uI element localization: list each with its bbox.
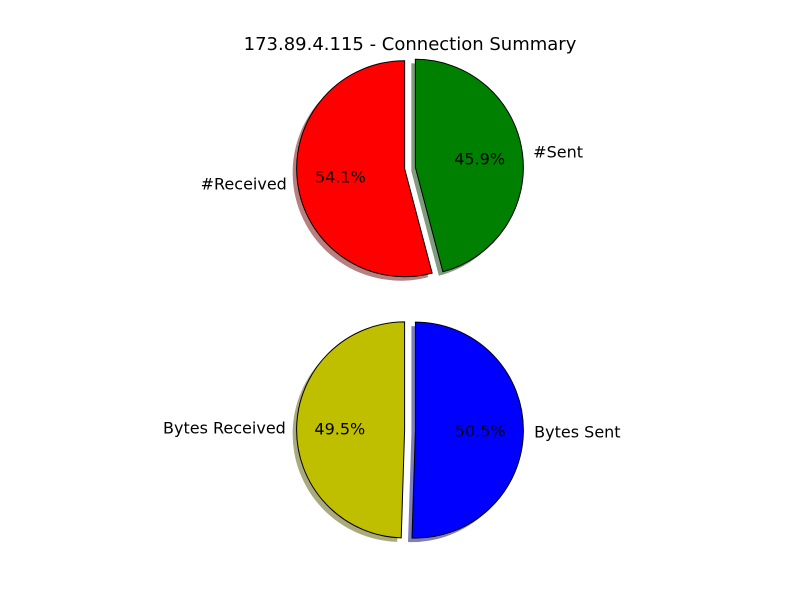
wedge-bytes-sent	[411, 321, 524, 539]
slice-label-sent: #Sent	[533, 143, 583, 162]
wedge-sent	[414, 58, 524, 273]
wedge-received	[296, 60, 433, 278]
pct-label-sent: 45.9%	[454, 149, 505, 168]
chart-title: 173.89.4.115 - Connection Summary	[243, 34, 577, 55]
slice-label-bytes-sent: Bytes Sent	[534, 422, 620, 441]
slice-label-bytes-received: Bytes Received	[163, 419, 286, 438]
pct-label-received: 54.1%	[315, 168, 366, 187]
slice-label-received: #Received	[201, 174, 287, 193]
pct-label-bytes-received: 49.5%	[314, 419, 365, 438]
wedge-bytes-received	[296, 321, 406, 539]
pct-label-bytes-sent: 50.5%	[455, 422, 506, 441]
pie-chart-1: 54.1% #Received 45.9% #Sent	[201, 58, 583, 281]
pie-chart-2: 49.5% Bytes Received 50.5% Bytes Sent	[163, 321, 621, 543]
